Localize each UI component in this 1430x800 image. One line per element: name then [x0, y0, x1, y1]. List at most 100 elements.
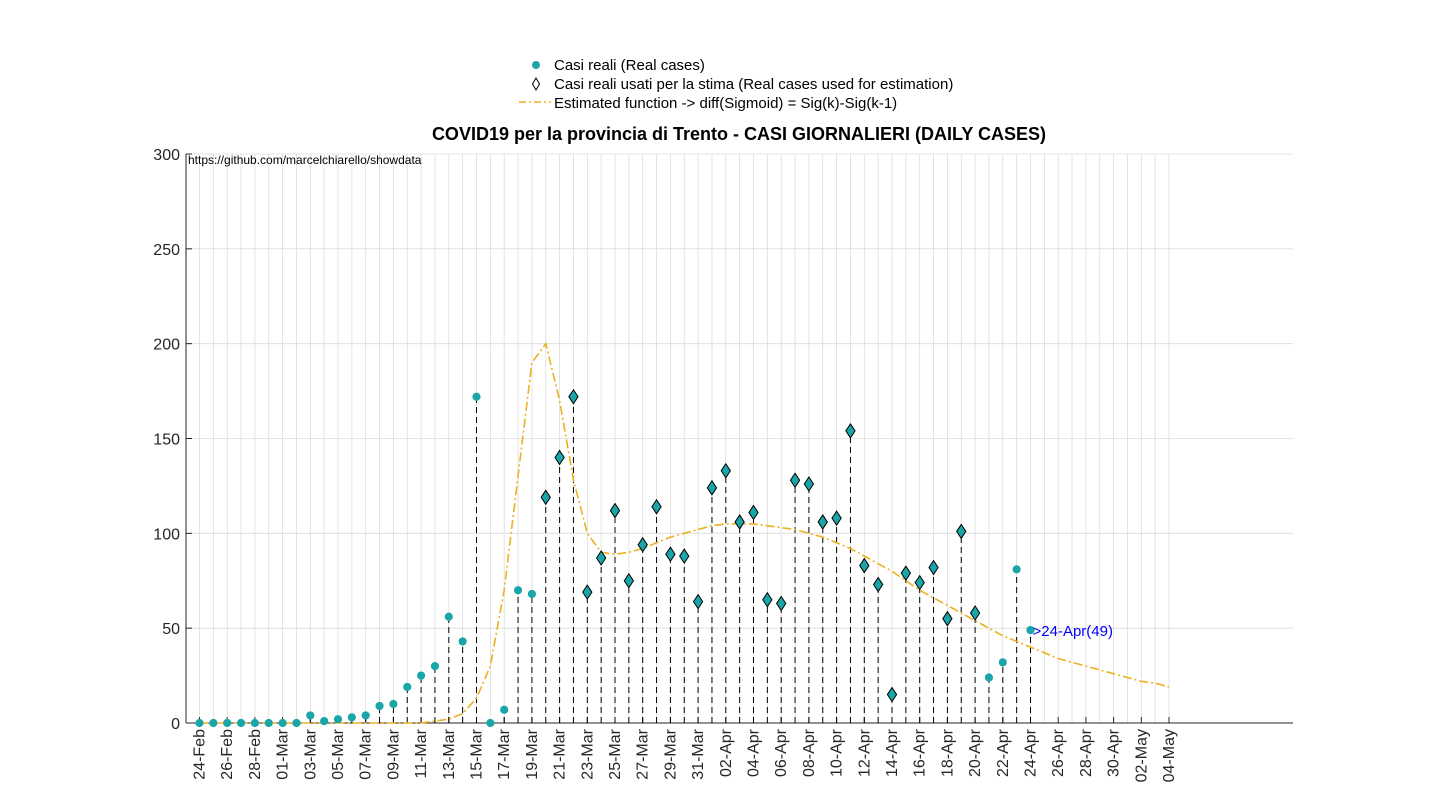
used-case-diamond [609, 502, 621, 519]
used-case-diamond [872, 576, 884, 593]
real-case-point [998, 658, 1007, 667]
real-case-point [264, 718, 273, 728]
x-tick-label: 15-Mar [469, 728, 486, 779]
x-tick-label: 17-Mar [496, 728, 513, 779]
real-case-point [1012, 565, 1021, 574]
used-case-diamond [568, 388, 579, 405]
x-tick-label: 29-Mar [662, 728, 679, 779]
real-case-point [361, 711, 370, 720]
used-case-diamond [886, 686, 898, 703]
x-tick-label: 09-Mar [385, 728, 402, 779]
real-case-point [472, 392, 481, 401]
x-tick-label: 13-Mar [441, 728, 458, 779]
real-case-point [527, 589, 537, 599]
used-case-diamond [595, 550, 607, 566]
used-case-diamond [720, 462, 731, 479]
used-case-diamond [789, 472, 801, 489]
estimated-curve [199, 341, 1170, 724]
used-case-diamond [706, 479, 718, 496]
y-tick-label: 50 [162, 621, 180, 638]
x-tick-label: 19-Mar [524, 728, 541, 779]
used-case-diamond [942, 610, 953, 627]
tick-labels: 0 50 100 150 200 250 300 24-Feb 26-Feb 28-Feb 01-M… [153, 147, 1178, 782]
real-case-point [430, 662, 440, 671]
legend-marker-used-cases [531, 77, 541, 91]
x-tick-label: 07-Mar [358, 728, 375, 779]
real-case-point [444, 612, 453, 621]
used-case-diamond [817, 514, 828, 530]
real-case-point [333, 715, 343, 724]
used-case-diamond [748, 504, 759, 521]
real-case-point [513, 586, 523, 595]
x-tick-label: 11-Mar [413, 728, 430, 778]
used-case-diamond [679, 548, 690, 565]
legend-label-used-cases: Casi reali usati per la stima (Real case… [554, 76, 953, 93]
used-case-diamond [540, 489, 551, 506]
x-tick-label: 24-Apr [1023, 728, 1040, 777]
used-case-diamond [582, 584, 593, 601]
x-tick-label: 31-Mar [690, 728, 707, 779]
x-tick-label: 04-Apr [746, 728, 763, 777]
y-tick-label: 150 [153, 432, 180, 449]
x-tick-label: 01-Mar [275, 728, 292, 779]
x-tick-label: 21-Mar [552, 728, 569, 779]
used-case-diamond [734, 514, 745, 530]
x-tick-label: 27-Mar [635, 728, 652, 779]
real-case-point [223, 718, 232, 728]
real-case-point [306, 711, 315, 720]
real-case-point [403, 682, 412, 692]
x-tick-label: 12-Apr [856, 728, 873, 777]
y-tick-label: 250 [153, 242, 180, 259]
real-case-point [250, 718, 259, 728]
y-tick-label: 100 [153, 526, 180, 543]
x-tick-label: 10-Apr [829, 728, 846, 777]
last-point-annotation: >24-Apr(49) [1033, 623, 1113, 640]
used-case-diamond [762, 591, 773, 608]
used-case-diamond [692, 593, 704, 610]
x-tick-label: 18-Apr [939, 728, 956, 777]
x-tick-label: 22-Apr [995, 728, 1012, 777]
used-case-diamond [859, 557, 870, 574]
real-case-point [195, 718, 204, 728]
x-tick-label: 05-Mar [330, 728, 347, 779]
legend-marker-real-cases [532, 61, 540, 69]
real-case-point [347, 713, 356, 722]
legend-label-real-cases: Casi reali (Real cases) [554, 57, 705, 74]
chart-title: COVID19 per la provincia di Trento - CAS… [432, 124, 1046, 144]
used-case-diamond [956, 523, 967, 540]
x-tick-label: 30-Apr [1106, 728, 1123, 777]
real-case-point [417, 671, 426, 680]
x-tick-label: 26-Feb [219, 729, 236, 780]
real-case-point [500, 705, 509, 714]
x-tick-label: 28-Feb [247, 729, 264, 780]
x-tick-label: 14-Apr [884, 728, 901, 777]
used-case-diamond [845, 423, 856, 439]
x-tick-label: 04-May [1161, 729, 1178, 782]
used-case-diamond [665, 546, 676, 563]
used-case-diamond [623, 572, 635, 589]
used-case-diamond [651, 498, 662, 515]
used-case-diamond [776, 595, 787, 612]
used-case-diamond [803, 476, 815, 492]
x-tick-label: 06-Apr [773, 728, 790, 777]
real-case-point [984, 673, 994, 682]
used-case-diamond [554, 449, 565, 466]
used-case-diamond [831, 510, 842, 527]
x-tick-label: 24-Feb [192, 729, 209, 780]
x-tick-label: 02-Apr [718, 728, 735, 777]
used-case-diamond [914, 574, 925, 591]
legend-label-estimated-function: Estimated function -> diff(Sigmoid) = Si… [554, 95, 897, 112]
real-case-point [292, 718, 301, 728]
x-tick-label: 16-Apr [912, 728, 929, 777]
y-tick-label: 200 [153, 337, 180, 354]
real-case-point [389, 699, 398, 709]
used-case-diamond [928, 559, 939, 576]
x-tick-label: 02-May [1133, 729, 1150, 782]
x-tick-label: 28-Apr [1078, 728, 1095, 777]
y-tick-label: 300 [153, 147, 180, 164]
used-case-diamond [969, 605, 981, 621]
real-case-point [1026, 625, 1035, 635]
used-case-diamond [637, 536, 648, 553]
legend: Casi reali (Real cases) Casi reali usati… [519, 57, 953, 112]
